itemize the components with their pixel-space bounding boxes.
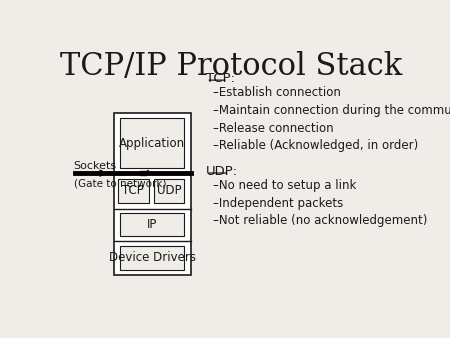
Bar: [120, 118, 184, 168]
Text: (Gate to network): (Gate to network): [74, 178, 166, 188]
Text: –No need to setup a link: –No need to setup a link: [213, 179, 356, 192]
Bar: [140, 171, 146, 175]
Text: Application: Application: [119, 137, 185, 150]
Text: –Establish connection: –Establish connection: [213, 86, 341, 99]
Bar: [120, 213, 184, 236]
Bar: [120, 246, 184, 270]
Bar: [118, 179, 148, 203]
Text: Device Drivers: Device Drivers: [108, 251, 196, 264]
Text: –Independent packets: –Independent packets: [213, 197, 343, 210]
Bar: [114, 114, 190, 275]
Text: TCP/IP Protocol Stack: TCP/IP Protocol Stack: [59, 51, 402, 82]
Text: TCP:: TCP:: [206, 72, 235, 85]
Text: UDP:: UDP:: [206, 165, 238, 178]
Text: –Not reliable (no acknowledgement): –Not reliable (no acknowledgement): [213, 214, 428, 227]
Text: IP: IP: [147, 218, 158, 231]
Text: Sockets: Sockets: [74, 161, 117, 171]
Bar: [154, 179, 184, 203]
Text: –Maintain connection during the communication: –Maintain connection during the communic…: [213, 104, 450, 117]
Text: –Reliable (Acknowledged, in order): –Reliable (Acknowledged, in order): [213, 139, 418, 152]
Text: TCP: TCP: [122, 185, 144, 197]
Text: –Release connection: –Release connection: [213, 121, 334, 135]
Text: UDP: UDP: [157, 185, 181, 197]
